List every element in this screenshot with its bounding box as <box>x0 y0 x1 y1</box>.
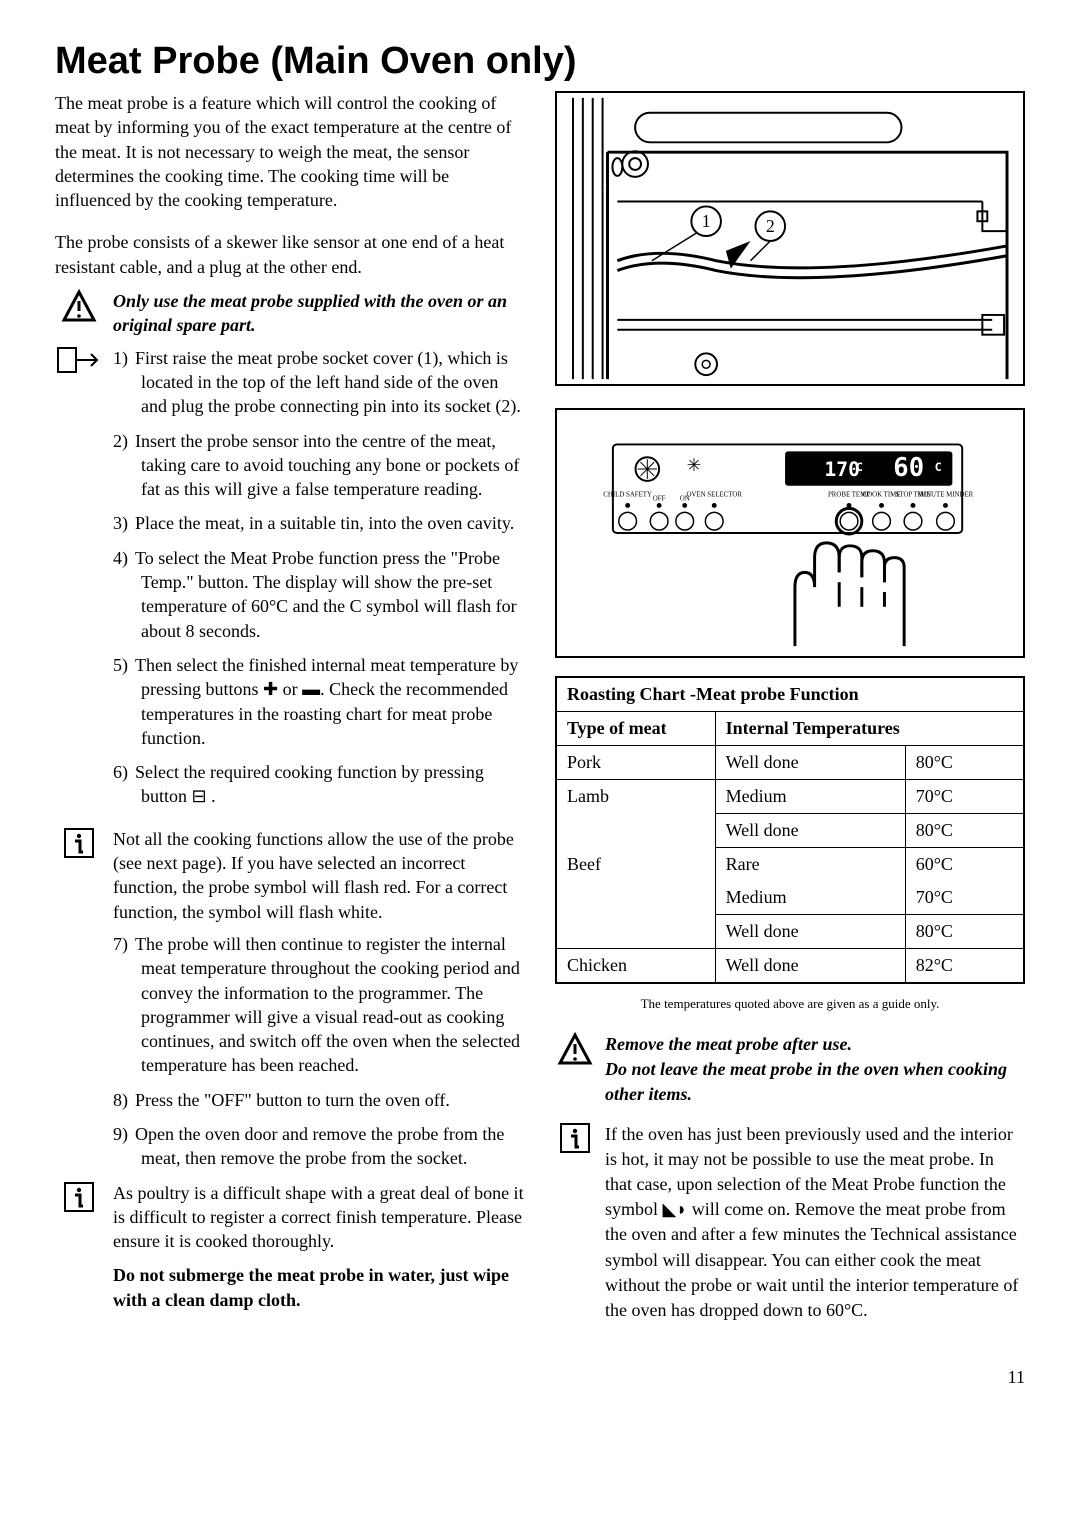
svg-text:OFF: OFF <box>653 496 666 503</box>
steps-list-2: The probe will then continue to register… <box>113 932 525 1171</box>
chart-footnote: The temperatures quoted above are given … <box>555 996 1025 1012</box>
step-1: First raise the meat probe socket cover … <box>113 346 525 419</box>
step-5: Then select the finished internal meat t… <box>113 653 525 750</box>
meat-lamb: Lamb <box>556 780 715 848</box>
steps-list: First raise the meat probe socket cover … <box>113 346 525 809</box>
step-9: Open the oven door and remove the probe … <box>113 1122 525 1171</box>
info-icon <box>55 827 103 859</box>
step-7: The probe will then continue to register… <box>113 932 525 1078</box>
warning-icon <box>555 1032 595 1108</box>
svg-text:170: 170 <box>824 458 860 481</box>
info-text-1: Not all the cooking functions allow the … <box>113 827 525 924</box>
chart-col2: Internal Temperatures <box>715 712 1024 746</box>
svg-text:CHILD SAFETY: CHILD SAFETY <box>603 492 652 499</box>
page-number: 11 <box>55 1367 1025 1388</box>
warning-text-1: Only use the meat probe supplied with th… <box>113 289 525 338</box>
svg-text:1: 1 <box>702 211 711 231</box>
warning-text-2: Remove the meat probe after use. Do not … <box>605 1032 1025 1108</box>
info-icon <box>555 1122 595 1324</box>
svg-text:C: C <box>856 460 863 474</box>
meat-beef: Beef <box>556 848 715 949</box>
meat-chicken: Chicken <box>556 949 715 984</box>
intro-text: The meat probe is a feature which will c… <box>55 91 525 212</box>
roasting-chart: Roasting Chart -Meat probe Function Type… <box>555 676 1025 984</box>
chart-col1: Type of meat <box>556 712 715 746</box>
warning-icon <box>55 289 103 325</box>
svg-text:OVEN SELECTOR: OVEN SELECTOR <box>687 492 743 499</box>
chart-title: Roasting Chart -Meat probe Function <box>556 677 1024 712</box>
meat-pork: Pork <box>556 746 715 780</box>
hand-point-icon <box>55 346 103 374</box>
step-4: To select the Meat Probe function press … <box>113 546 525 643</box>
svg-text:C: C <box>935 460 942 474</box>
info-text-3: If the oven has just been previously use… <box>605 1122 1025 1324</box>
info-icon <box>55 1181 103 1213</box>
step-6: Select the required cooking function by … <box>113 760 525 809</box>
step-8: Press the "OFF" button to turn the oven … <box>113 1088 525 1112</box>
svg-text:60: 60 <box>893 453 924 483</box>
svg-text:✳: ✳ <box>687 455 702 475</box>
control-panel-diagram: 170 C 60 C ✳ CHILD SAFETY OFF ON OVEN SE… <box>555 408 1025 658</box>
step-2: Insert the probe sensor into the centre … <box>113 429 525 502</box>
svg-text:MINUTE MINDER: MINUTE MINDER <box>918 492 974 499</box>
info-text-2: As poultry is a difficult shape with a g… <box>113 1181 525 1254</box>
page-title: Meat Probe (Main Oven only) <box>55 40 1025 83</box>
oven-diagram: 1 2 <box>555 91 1025 386</box>
step-3: Place the meat, in a suitable tin, into … <box>113 511 525 535</box>
care-instruction: Do not submerge the meat probe in water,… <box>113 1263 525 1312</box>
probe-description: The probe consists of a skewer like sens… <box>55 230 525 279</box>
svg-text:2: 2 <box>766 216 775 236</box>
